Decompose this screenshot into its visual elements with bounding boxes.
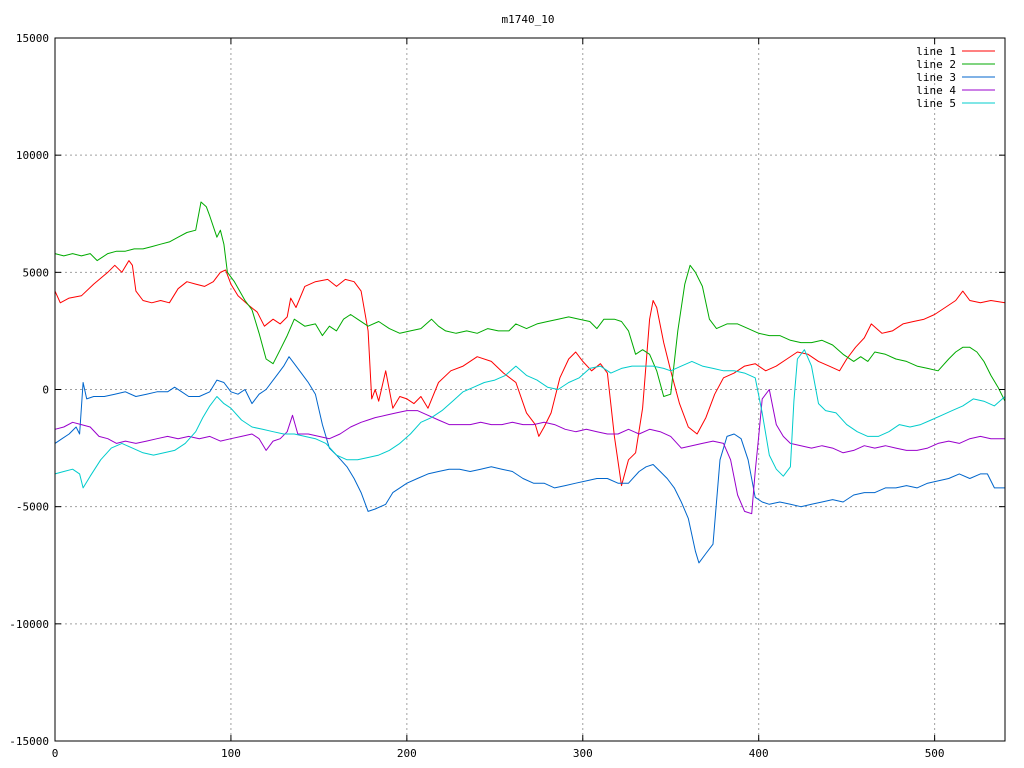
series-line-3 (54, 356, 1005, 564)
chart-title: m1740_10 (502, 13, 555, 26)
series-line-2 (54, 201, 1006, 402)
legend-label: line 1 (916, 45, 956, 58)
y-tick-label: -15000 (9, 735, 49, 748)
x-tick-label: 300 (573, 747, 593, 760)
grid-lines (55, 38, 1005, 741)
x-tick-label: 400 (749, 747, 769, 760)
y-tick-label: 5000 (23, 266, 50, 279)
x-tick-label: 200 (397, 747, 417, 760)
x-tick-label: 0 (52, 747, 59, 760)
series-line-5 (54, 349, 1006, 489)
y-tick-label: 10000 (16, 149, 49, 162)
legend-label: line 2 (916, 58, 956, 71)
legend-label: line 3 (916, 71, 956, 84)
y-tick-label: 0 (42, 384, 49, 397)
axis-ticks: 0 100 200 300 400 500 15000 10000 5000 0 -5000 -100… (9, 32, 1005, 760)
x-tick-label: 100 (221, 747, 241, 760)
legend-label: line 4 (916, 84, 956, 97)
x-tick-label: 500 (925, 747, 945, 760)
series-line-4 (54, 389, 1005, 515)
series-lines (54, 201, 1006, 564)
y-tick-label: -10000 (9, 618, 49, 631)
series-line-1 (54, 260, 1006, 487)
y-tick-label: -5000 (16, 501, 49, 514)
legend-label: line 5 (916, 97, 956, 110)
y-tick-label: 15000 (16, 32, 49, 45)
